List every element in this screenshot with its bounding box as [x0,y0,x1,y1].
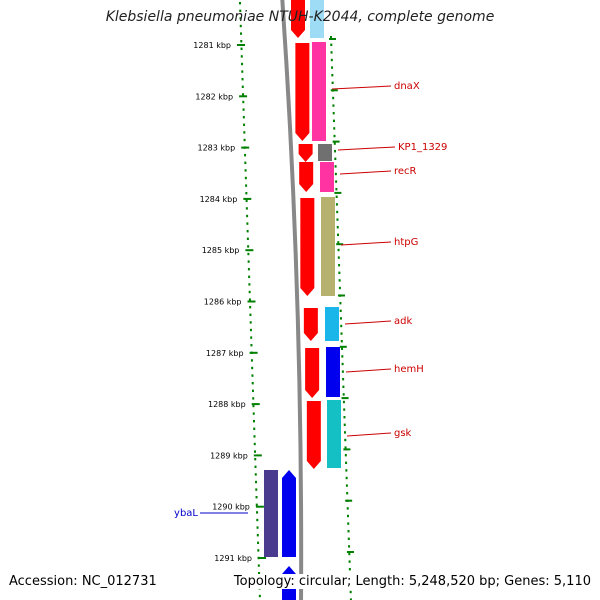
gene-bar-gsk [327,400,341,468]
axis-tick-label: 1290 kbp [212,503,250,512]
axis-tick-label: 1285 kbp [202,246,240,255]
axis-tick-label: 1288 kbp [208,400,246,409]
axis-tick [247,300,256,303]
gene-label-line [340,241,392,246]
gene-arrow-htpg [300,198,315,296]
accession-text: Accession: NC_012731 [9,574,157,589]
gene-label-gsk: gsk [394,428,412,439]
outer-ticks [329,38,354,553]
genome-title: Klebsiella pneumoniae NTUH-K2044, comple… [105,9,495,25]
gene-label-line [345,368,392,373]
gene-bar-htpg [321,197,335,296]
gene-label-line [331,85,392,90]
axis-tick [255,505,264,508]
gene-bar-dnax [312,42,326,141]
axis-tick-label: 1284 kbp [200,195,238,204]
axis-tick [239,95,248,98]
topology-text: Topology: circular; Length: 5,248,520 bp… [233,574,591,589]
axis-tick-label: 1287 kbp [206,349,244,358]
gene-label-hemh: hemH [394,364,424,375]
gene-arrow [291,0,305,38]
axis-tick-label: 1291 kbp [214,554,252,563]
gene-label-line [339,170,392,175]
axis-tick [253,454,262,457]
axis-tick [241,146,250,149]
gene-bar-recr [320,162,334,192]
gene-arrow-hemh [305,348,320,398]
gene-bar-ybal [264,470,278,557]
gene-bar-kp1-1329 [318,144,332,161]
genome-backbone [280,0,304,600]
gene-arrow-recr [299,162,314,192]
axis-tick-label: 1286 kbp [204,298,242,307]
axis-tick [245,249,254,252]
gene-bar-hemh [326,347,340,397]
gene-arrow-kp1-1329 [298,144,313,162]
gene-arrow-adk [303,308,318,341]
gene-label-dnax: dnaX [394,81,420,92]
axis-tick [249,351,258,354]
gene-label-line [344,320,392,325]
gene-feature-bar [310,0,324,38]
gene-label-kp1-1329: KP1_1329 [398,142,447,153]
axis-tick-label: 1289 kbp [210,451,248,460]
axis-tick-label: 1281 kbp [193,41,231,50]
axis-tick-label: 1283 kbp [197,144,235,153]
gene-label-recr: recR [394,166,417,177]
gene-arrow-dnax [295,43,310,141]
gene-label-line [346,432,392,437]
axis-tick [258,557,266,559]
gene-arrow-ybal [282,470,296,557]
axis-tick-label: 1282 kbp [195,92,233,101]
axis-tick [243,197,252,200]
gene-label-adk: adk [394,316,412,327]
gene-label-htpg: htpG [394,237,418,248]
gene-label-line [337,146,396,151]
axis-tick [237,44,245,46]
axis-tick [251,403,260,406]
gene-bar-adk [325,307,339,341]
gene-arrow-gsk [306,401,321,469]
gene-label-ybal: ybaL [174,508,198,519]
